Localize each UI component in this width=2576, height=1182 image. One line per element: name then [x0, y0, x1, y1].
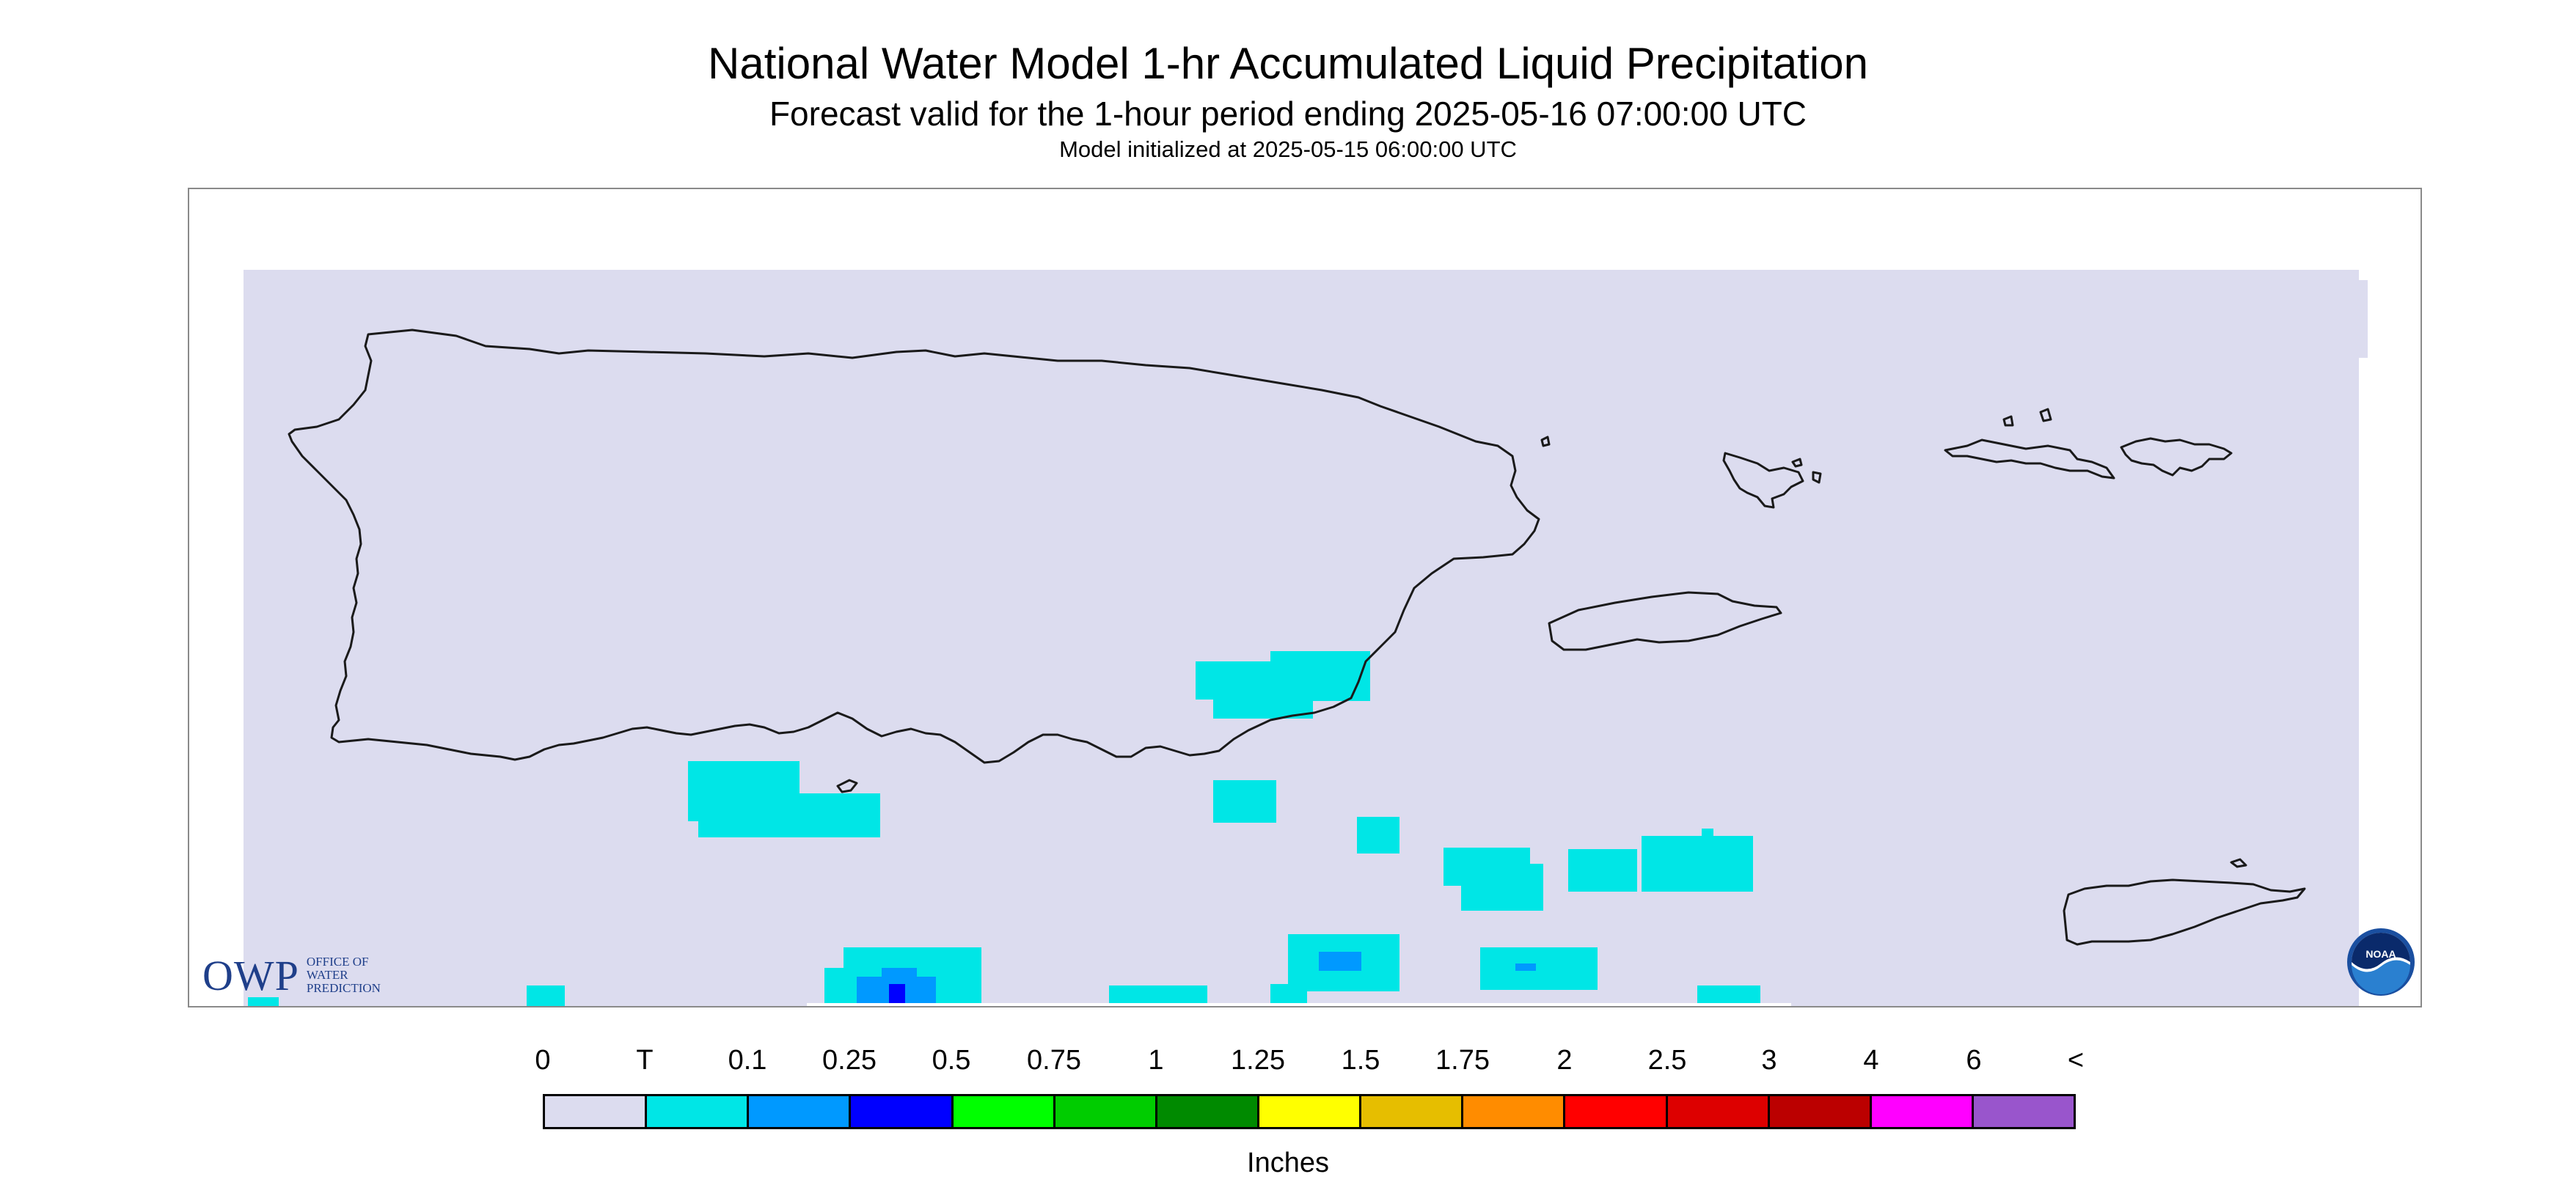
- precip-cell: [1642, 836, 1753, 892]
- owp-logo-line-3: PREDICTION: [306, 981, 381, 995]
- noaa-logo-letters: NOAA: [2365, 948, 2396, 960]
- precip-cell: [1196, 661, 1272, 700]
- model-init-subtitle: Model initialized at 2025-05-15 06:00:00…: [1059, 136, 1517, 162]
- precip-domain-main: [244, 270, 2359, 1006]
- st-thomas-coastline: [1944, 408, 2115, 480]
- precip-cell: [1515, 963, 1536, 971]
- small-islet-coastline: [1540, 436, 1551, 447]
- precip-cell: [698, 793, 880, 837]
- legend-label: 1: [1148, 1045, 1164, 1076]
- legend-swatch: [647, 1096, 750, 1127]
- legend-label: 0.1: [728, 1045, 767, 1076]
- legend-label: 2.5: [1647, 1045, 1687, 1076]
- legend-swatch: [1973, 1096, 2074, 1127]
- legend-label: 0.5: [932, 1045, 971, 1076]
- legend-swatch: [1055, 1096, 1157, 1127]
- legend-label: 4: [1863, 1045, 1879, 1076]
- precip-cells-0-25: [889, 984, 905, 1006]
- coastlines: [288, 328, 2306, 946]
- legend-units-title: Inches: [1247, 1148, 1329, 1178]
- precip-cell: [1270, 984, 1307, 1006]
- culebra-coastline: [1722, 452, 1822, 509]
- legend-label: 2: [1556, 1045, 1573, 1076]
- precip-cell: [1270, 651, 1370, 701]
- owp-logo-letters: OWP: [202, 951, 299, 999]
- precip-cell: [1568, 849, 1637, 892]
- legend-swatch: [749, 1096, 852, 1127]
- legend-swatch: [1871, 1096, 1974, 1127]
- map-title: National Water Model 1-hr Accumulated Li…: [708, 39, 1868, 88]
- precip-cell: [1480, 947, 1598, 990]
- forecast-valid-subtitle: Forecast valid for the 1-hour period end…: [769, 95, 1807, 133]
- legend-label: T: [636, 1045, 654, 1076]
- precip-cell: [882, 968, 917, 980]
- legend-swatch: [545, 1096, 648, 1127]
- legend-swatch: [1157, 1096, 1259, 1127]
- st-john-coastline: [2120, 437, 2233, 477]
- precip-cell: [248, 997, 279, 1006]
- legend-label: 1.5: [1341, 1045, 1380, 1076]
- noaa-logo: NOAA: [2346, 927, 2416, 997]
- map-frame: OWP OFFICE OF WATER PREDICTION NOAA: [188, 188, 2422, 1007]
- precip-cell: [889, 984, 905, 1006]
- legend-label: 3: [1761, 1045, 1777, 1076]
- legend-labels: 0 T 0.1 0.25 0.5 0.75 1 1.25 1.5 1.75 2 …: [0, 1045, 2576, 1082]
- owp-logo-line-1: OFFICE OF: [306, 955, 369, 969]
- legend-swatch: [851, 1096, 954, 1127]
- small-cay-coastline: [836, 779, 858, 793]
- legend-label: 0: [535, 1045, 551, 1076]
- precip-cell: [1461, 864, 1543, 911]
- vieques-coastline: [1548, 591, 1782, 651]
- legend-label: 0.75: [1027, 1045, 1081, 1076]
- legend-label: <: [2067, 1045, 2085, 1076]
- legend-swatch: [953, 1096, 1055, 1127]
- legend-colorbar: [543, 1094, 2076, 1129]
- precip-cell: [1697, 985, 1760, 1006]
- legend-swatch: [1259, 1096, 1362, 1127]
- precip-cell: [1357, 817, 1399, 854]
- precip-cell: [527, 985, 565, 1006]
- precip-domain-edge: [2349, 280, 2368, 358]
- legend-label: 6: [1966, 1045, 1982, 1076]
- legend-swatch: [1565, 1096, 1668, 1127]
- precip-cell: [1213, 780, 1276, 823]
- legend-swatch: [1361, 1096, 1464, 1127]
- legend-swatch: [1463, 1096, 1566, 1127]
- legend-label: 1.75: [1435, 1045, 1490, 1076]
- legend-label: 1.25: [1231, 1045, 1285, 1076]
- legend-swatch: [1769, 1096, 1872, 1127]
- owp-logo-line-2: WATER: [306, 968, 348, 982]
- puerto-rico-coastline: [288, 328, 1540, 764]
- domain-bottom-gap: [807, 1003, 1791, 1006]
- precip-cell: [1702, 829, 1713, 839]
- st-croix-coastline: [2063, 858, 2306, 946]
- owp-logo: OWP OFFICE OF WATER PREDICTION: [202, 952, 459, 999]
- legend-swatch: [1667, 1096, 1770, 1127]
- precip-cell: [1109, 985, 1207, 1006]
- legend-label: 0.25: [822, 1045, 877, 1076]
- precip-cell: [1319, 952, 1361, 971]
